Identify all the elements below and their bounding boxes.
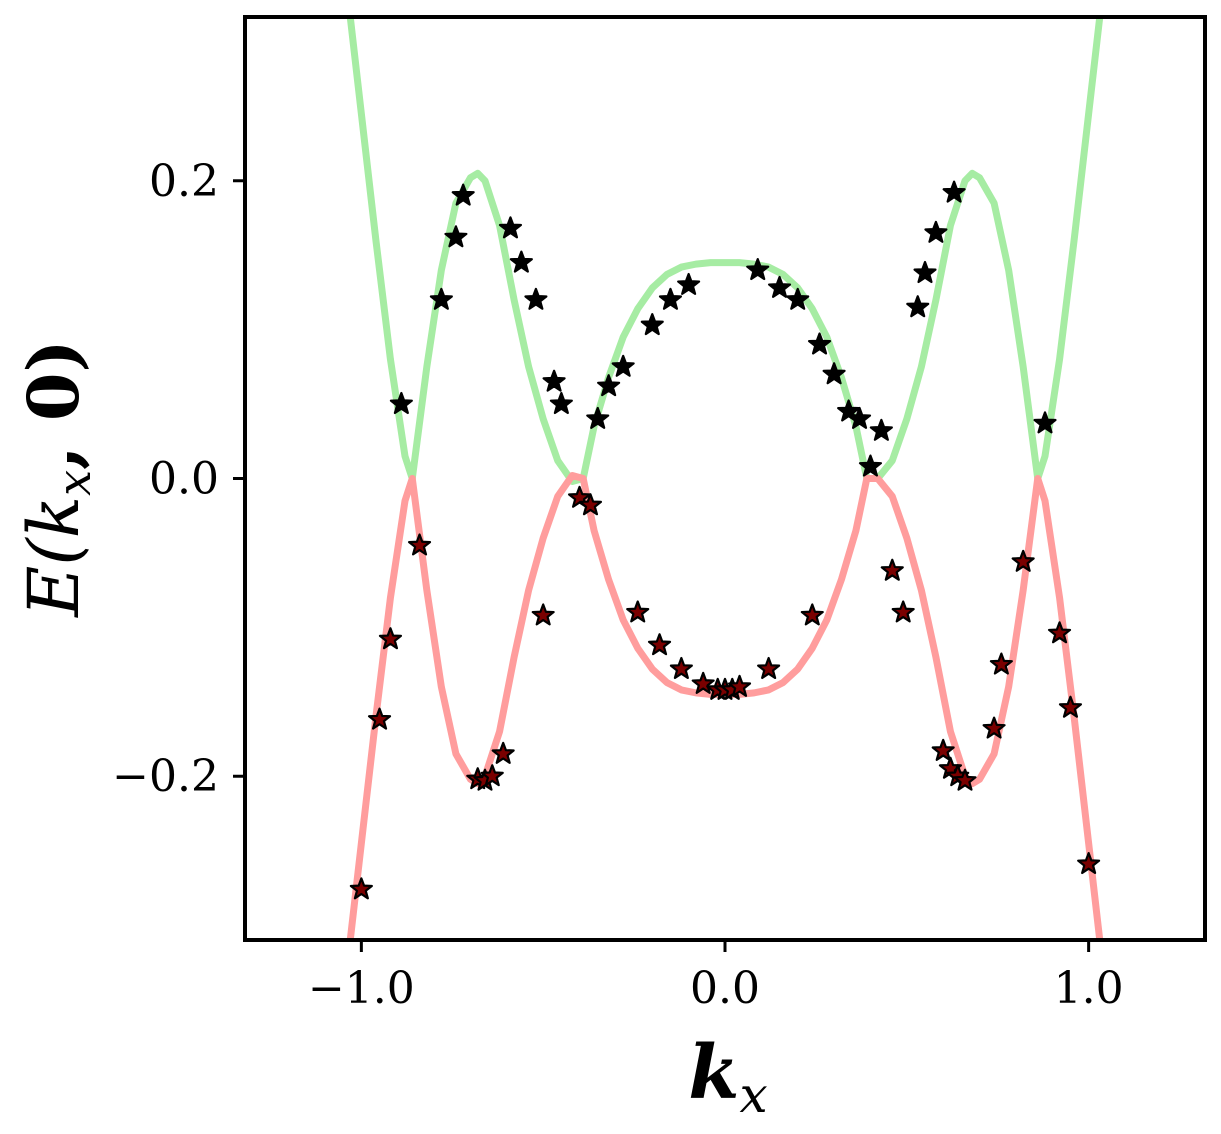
- data-point-lower: [1077, 851, 1101, 875]
- data-point-upper: [498, 216, 523, 239]
- y-tick-label: −0.2: [112, 751, 219, 802]
- data-point-lower: [669, 656, 693, 680]
- data-point-upper: [906, 295, 930, 318]
- y-tick-label: 0.0: [149, 454, 219, 505]
- x-tick-label: −1.0: [308, 963, 415, 1014]
- data-point-lower: [626, 600, 650, 623]
- x-tick-label: 1.0: [1054, 963, 1124, 1014]
- data-point-lower: [727, 674, 752, 697]
- marker-layer: [349, 180, 1101, 900]
- data-point-lower: [647, 633, 672, 656]
- y-axis-label: E(kx, 0): [12, 339, 101, 618]
- data-point-lower: [691, 671, 715, 694]
- data-point-lower: [578, 493, 603, 516]
- data-point-lower: [880, 558, 904, 581]
- data-point-upper: [509, 250, 533, 273]
- data-point-upper: [807, 332, 832, 355]
- data-point-upper: [451, 183, 475, 206]
- data-point-upper: [640, 313, 664, 336]
- data-point-upper: [858, 454, 883, 477]
- data-point-lower: [931, 738, 955, 761]
- y-axis-label-sub: x: [47, 470, 101, 496]
- data-point-lower: [367, 707, 392, 730]
- data-point-lower: [480, 764, 504, 787]
- y-axis-label-tail: , 0): [12, 339, 95, 470]
- data-point-upper: [942, 180, 966, 203]
- data-point-lower: [407, 533, 432, 556]
- x-axis-ticks: −1.0 0.0 1.0: [308, 940, 1124, 1014]
- data-point-upper: [847, 406, 872, 429]
- data-point-lower: [1047, 621, 1072, 644]
- data-point-lower: [531, 603, 555, 626]
- data-point-lower: [800, 603, 824, 626]
- y-axis-ticks: −0.2 0.0 0.2: [112, 156, 245, 802]
- data-point-upper: [746, 257, 770, 281]
- y-axis-label-var: k: [13, 496, 95, 538]
- data-point-lower: [982, 716, 1006, 739]
- data-point-lower: [1058, 695, 1083, 718]
- data-point-upper: [444, 225, 468, 248]
- x-axis-label: kx: [688, 1030, 767, 1124]
- data-point-upper: [767, 275, 792, 298]
- y-axis-label-main: E(: [13, 537, 95, 619]
- series-line-upper-band: [346, 17, 1104, 485]
- data-point-lower: [891, 600, 915, 623]
- data-point-lower: [953, 768, 977, 791]
- data-point-upper: [1033, 411, 1057, 434]
- data-point-upper: [597, 374, 621, 397]
- data-point-upper: [786, 287, 810, 310]
- data-point-upper: [822, 362, 846, 385]
- data-point-lower: [757, 656, 781, 680]
- data-point-upper: [913, 260, 937, 284]
- data-point-upper: [389, 391, 413, 415]
- data-point-lower: [1011, 549, 1035, 572]
- data-point-upper: [542, 369, 566, 392]
- data-point-upper: [658, 287, 683, 310]
- data-point-upper: [924, 220, 948, 243]
- y-tick-label: 0.2: [149, 156, 219, 207]
- data-point-upper: [429, 287, 453, 310]
- data-point-upper: [677, 272, 701, 295]
- data-point-upper: [524, 287, 548, 310]
- data-point-upper: [611, 354, 635, 377]
- x-axis-label-main: k: [688, 1030, 739, 1116]
- data-point-lower: [378, 627, 403, 650]
- x-axis-label-sub: x: [740, 1066, 768, 1124]
- data-point-lower: [491, 741, 515, 764]
- data-point-upper: [586, 406, 610, 429]
- x-tick-label: 0.0: [690, 963, 760, 1014]
- data-point-upper: [549, 391, 573, 415]
- data-point-upper: [869, 418, 893, 441]
- data-point-lower: [349, 877, 373, 900]
- data-point-lower: [989, 652, 1013, 675]
